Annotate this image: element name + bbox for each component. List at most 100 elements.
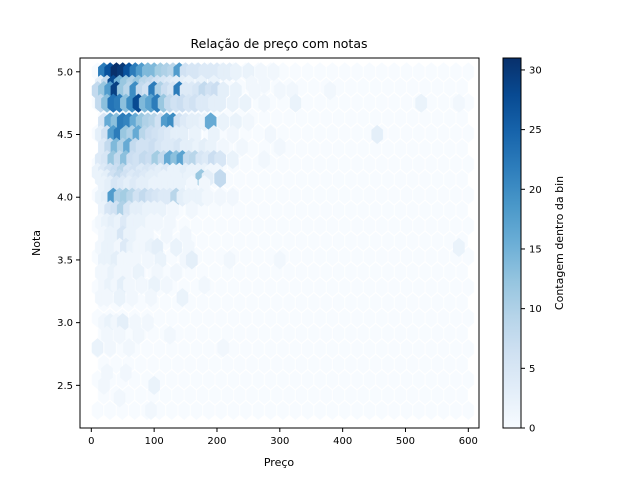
- hexbin-cell: [239, 93, 252, 113]
- hexbin-cell-empty: [270, 169, 283, 190]
- hexbin-cell-empty: [264, 308, 277, 328]
- hexbin-cell-empty: [246, 200, 258, 220]
- hexbin-cell: [274, 137, 286, 157]
- x-tick-label: 400: [333, 436, 352, 447]
- hexbin-cell: [135, 275, 148, 295]
- hexbin-cell-empty: [308, 354, 320, 374]
- hexbin-cell-empty: [443, 293, 456, 313]
- hexbin-cell-empty: [419, 169, 431, 190]
- hexbin-cell: [104, 338, 116, 358]
- hexbin-cell-empty: [320, 169, 333, 190]
- hexbin-cell-empty: [202, 370, 215, 390]
- hexbin-cell-empty: [419, 139, 431, 159]
- hexbin-cell-empty: [357, 293, 370, 313]
- hexbin-cell-empty: [437, 185, 450, 205]
- hexbin-cell-empty: [376, 154, 388, 174]
- hexbin-cell-empty: [221, 354, 234, 374]
- hexbin-cell-empty: [196, 385, 209, 405]
- hexbin-cell-empty: [332, 200, 345, 220]
- hexbin-cell-empty: [196, 323, 209, 344]
- hexbin-cell: [142, 313, 154, 333]
- hexbin-cell-empty: [388, 185, 400, 205]
- hexbin-cell-empty: [246, 323, 258, 344]
- hexbin-cell-empty: [326, 339, 339, 359]
- hexbin-cell-empty: [295, 262, 308, 282]
- hexbin-cell-empty: [277, 216, 289, 236]
- hexbin-cell-empty: [431, 77, 444, 97]
- hexbin-cell-empty: [320, 385, 333, 405]
- hexbin-cell-empty: [431, 293, 444, 313]
- hexbin-cell-empty: [437, 216, 450, 236]
- hexbin-cell-empty: [270, 293, 283, 313]
- hexbin-cell-empty: [443, 139, 456, 159]
- hexbin-cell-empty: [443, 77, 456, 97]
- hexbin-cell-empty: [338, 308, 351, 328]
- hexbin-cell-empty: [462, 123, 475, 143]
- hexbin-cell-empty: [221, 385, 234, 405]
- hexbin-cell-empty: [369, 354, 382, 374]
- hexbin-cell-empty: [258, 200, 271, 220]
- hexbin-cell-empty: [202, 216, 215, 236]
- hexbin-cell-empty: [258, 385, 271, 405]
- hexbin-cell-empty: [314, 339, 326, 359]
- hexbin-cell-empty: [283, 200, 295, 220]
- hexbin-cell-empty: [351, 308, 363, 328]
- hexbin-cell-empty: [277, 154, 289, 174]
- hexbin-cell-empty: [215, 370, 227, 390]
- hexbin-cell-empty: [233, 385, 246, 405]
- hexbin-cell-empty: [147, 354, 160, 374]
- hexbin-cell-empty: [258, 262, 271, 282]
- hexbin-cell-empty: [425, 185, 438, 205]
- hexbin-cell-empty: [376, 62, 388, 82]
- hexbin-cell-empty: [320, 293, 333, 313]
- hexbin-cell-empty: [332, 169, 345, 190]
- hexbin-cell-empty: [184, 385, 197, 405]
- hexbin-cell: [226, 149, 239, 170]
- hexbin-cell-empty: [258, 354, 271, 374]
- hexbin-cell-empty: [394, 262, 407, 282]
- hexbin-cell-empty: [190, 308, 203, 328]
- hexbin-cell-empty: [400, 308, 413, 328]
- hexbin-cell-empty: [450, 123, 462, 143]
- hexbin-cell-empty: [394, 77, 407, 97]
- hexbin-cell-empty: [301, 246, 314, 267]
- hexbin-cell-empty: [326, 154, 339, 174]
- hexbin-cell-empty: [419, 385, 431, 405]
- hexbin-cell-empty: [338, 154, 351, 174]
- colorbar-tick-label: 10: [529, 304, 542, 315]
- hexbin-cell-empty: [369, 293, 382, 313]
- hexbin-cell-empty: [91, 400, 104, 421]
- hexbin-cell-empty: [394, 293, 407, 313]
- hexbin-cell: [258, 149, 270, 170]
- hexbin-cell-empty: [351, 370, 363, 390]
- hexbin-cell-empty: [190, 339, 203, 359]
- hexbin-cell-empty: [320, 200, 333, 220]
- hexbin-cell-empty: [357, 354, 370, 374]
- hexbin-cell-empty: [314, 92, 326, 113]
- hexbin-cell-empty: [196, 354, 209, 374]
- hexbin-cell-empty: [289, 123, 302, 143]
- hexbin-cell-empty: [376, 92, 388, 113]
- hexbin-cell-empty: [425, 246, 438, 267]
- hexbin-cell: [132, 325, 145, 345]
- hexbin-cell-empty: [406, 169, 419, 190]
- hexbin-cell-empty: [450, 62, 462, 82]
- hexbin-cell-empty: [456, 108, 468, 128]
- hexbin-cell-empty: [215, 308, 227, 328]
- hexbin-cell-empty: [221, 293, 234, 313]
- hexbin-cell-empty: [326, 246, 339, 267]
- hexbin-cell-empty: [252, 339, 265, 359]
- hexbin-cell-empty: [400, 246, 413, 267]
- y-axis-label: Nota: [30, 230, 43, 256]
- hexbin-cell-empty: [233, 231, 246, 251]
- y-tick-label: 3.0: [57, 318, 73, 329]
- hexbin-cell: [198, 275, 211, 295]
- hexbin-cell-empty: [394, 385, 407, 405]
- hexbin-cell: [113, 287, 126, 308]
- hexbin-cell-empty: [406, 293, 419, 313]
- hexbin-cell-empty: [376, 370, 388, 390]
- hexbin-cell-empty: [252, 216, 265, 236]
- x-tick-label: 0: [88, 436, 94, 447]
- hexbin-cell-empty: [326, 277, 339, 297]
- hexbin-cell: [142, 250, 154, 270]
